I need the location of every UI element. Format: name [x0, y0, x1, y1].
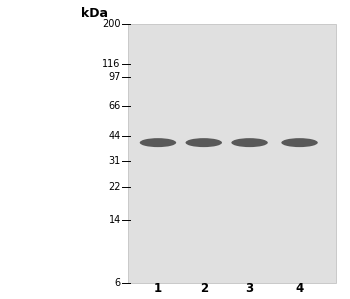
Text: 66: 66: [108, 101, 121, 111]
Ellipse shape: [186, 138, 222, 147]
Ellipse shape: [140, 138, 176, 147]
Text: 97: 97: [108, 72, 121, 82]
Text: 22: 22: [108, 182, 121, 192]
Text: 44: 44: [108, 131, 121, 141]
Text: 2: 2: [200, 282, 208, 295]
Text: 200: 200: [102, 19, 121, 29]
Text: 1: 1: [154, 282, 162, 295]
Text: 6: 6: [114, 277, 121, 288]
Text: 14: 14: [108, 215, 121, 225]
Text: 3: 3: [245, 282, 254, 295]
Bar: [128, 24, 336, 283]
Text: 4: 4: [295, 282, 304, 295]
Ellipse shape: [281, 138, 318, 147]
Ellipse shape: [231, 138, 268, 147]
Text: 31: 31: [108, 156, 121, 167]
Text: 116: 116: [102, 59, 121, 69]
Text: kDa: kDa: [82, 7, 108, 20]
